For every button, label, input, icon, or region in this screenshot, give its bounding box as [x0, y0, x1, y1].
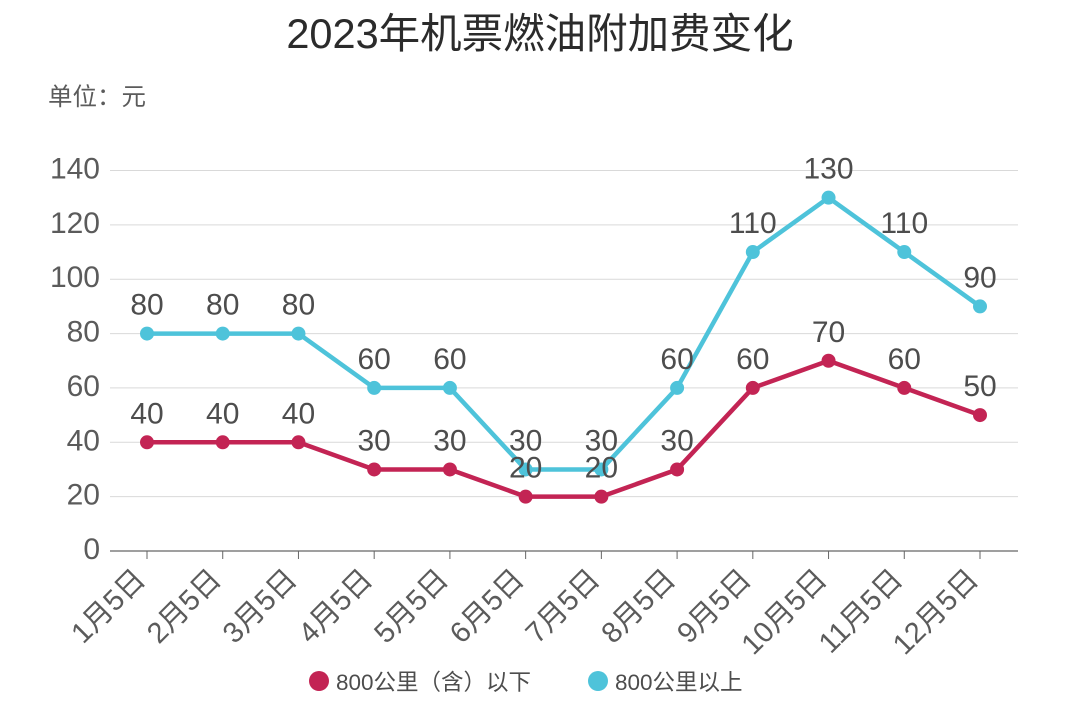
svg-text:30: 30 [660, 424, 693, 457]
svg-text:6月5日: 6月5日 [444, 563, 530, 649]
svg-text:0: 0 [83, 533, 100, 566]
svg-text:30: 30 [357, 424, 390, 457]
svg-text:60: 60 [67, 370, 100, 403]
svg-text:800公里（含）以下: 800公里（含）以下 [336, 670, 531, 695]
svg-text:20: 20 [585, 452, 618, 485]
svg-text:60: 60 [433, 343, 466, 376]
svg-text:130: 130 [804, 153, 854, 186]
svg-text:8月5日: 8月5日 [596, 563, 682, 649]
svg-text:7月5日: 7月5日 [520, 563, 606, 649]
svg-text:40: 40 [130, 397, 163, 430]
svg-text:140: 140 [50, 153, 100, 186]
svg-text:80: 80 [67, 316, 100, 349]
svg-text:70: 70 [812, 316, 845, 349]
svg-text:80: 80 [206, 289, 239, 322]
svg-text:60: 60 [888, 343, 921, 376]
svg-text:2月5日: 2月5日 [141, 563, 227, 649]
svg-text:3月5日: 3月5日 [217, 563, 303, 649]
svg-text:30: 30 [433, 424, 466, 457]
svg-text:80: 80 [282, 289, 315, 322]
svg-text:1月5日: 1月5日 [65, 563, 151, 649]
svg-text:100: 100 [50, 261, 100, 294]
svg-text:800公里以上: 800公里以上 [615, 670, 743, 695]
svg-text:80: 80 [130, 289, 163, 322]
svg-text:110: 110 [880, 207, 928, 240]
svg-text:10月5日: 10月5日 [736, 563, 834, 661]
svg-text:60: 60 [736, 343, 769, 376]
svg-text:50: 50 [963, 370, 996, 403]
svg-text:20: 20 [67, 479, 100, 512]
svg-text:5月5日: 5月5日 [368, 563, 454, 649]
svg-text:20: 20 [509, 452, 542, 485]
svg-text:120: 120 [50, 207, 100, 240]
svg-text:40: 40 [282, 397, 315, 430]
svg-text:110: 110 [729, 207, 777, 240]
svg-text:90: 90 [963, 261, 996, 294]
svg-text:40: 40 [206, 397, 239, 430]
svg-text:12月5日: 12月5日 [887, 563, 985, 661]
svg-text:60: 60 [357, 343, 390, 376]
svg-text:4月5日: 4月5日 [293, 563, 379, 649]
svg-text:60: 60 [660, 343, 693, 376]
svg-text:40: 40 [67, 424, 100, 457]
